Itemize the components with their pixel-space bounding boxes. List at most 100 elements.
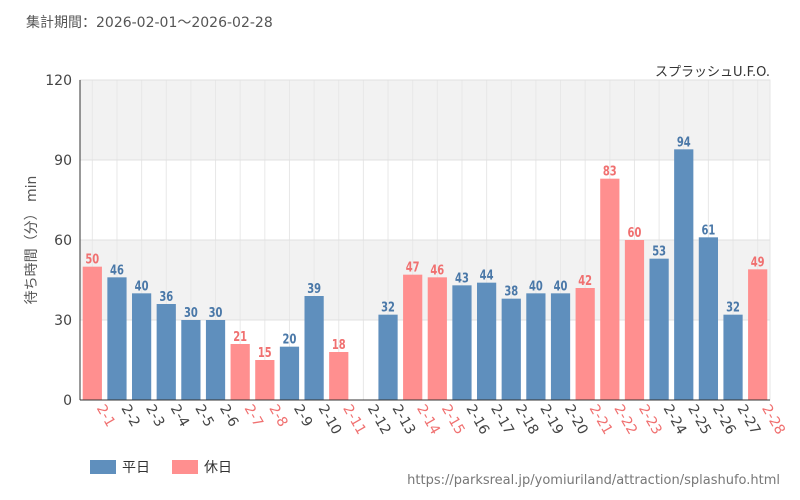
x-tick-label-2-8: 2-8 [265, 402, 290, 430]
value-label-2-27: 32 [726, 300, 740, 315]
x-tick-label-2-4: 2-4 [167, 402, 192, 430]
bar-2-27 [723, 314, 743, 400]
source-link[interactable]: https://parksreal.jp/yomiuriland/attract… [407, 473, 780, 488]
bar-2-7 [230, 344, 250, 400]
value-label-2-13: 32 [381, 300, 395, 315]
legend-label-weekday: 平日 [122, 460, 150, 476]
period-label: 集計期間： [26, 15, 96, 31]
y-tick-label: 90 [54, 153, 72, 169]
x-tick-label-2-12: 2-12 [364, 402, 394, 438]
bar-2-26 [698, 237, 719, 400]
value-label-2-21: 42 [578, 273, 592, 288]
y-tick-label: 120 [45, 73, 72, 89]
bar-2-21 [575, 288, 595, 400]
collection-period: 集計期間：2026-02-01～2026-02-28 [26, 12, 273, 32]
bar-2-13 [378, 314, 398, 400]
bar-2-24 [649, 258, 669, 400]
value-label-2-17: 44 [480, 268, 494, 283]
x-tick-label-2-3: 2-3 [142, 402, 167, 430]
x-tick-label-2-16: 2-16 [463, 402, 493, 438]
legend-label-holiday: 休日 [204, 460, 232, 476]
x-tick-label-2-18: 2-18 [512, 402, 542, 438]
y-tick-label: 0 [63, 393, 72, 409]
bar-2-9 [279, 346, 300, 400]
x-tick-label-2-27: 2-27 [734, 402, 764, 438]
legend-item-weekday: 平日 [90, 457, 150, 477]
bar-2-10 [304, 296, 324, 400]
x-tick-label-2-5: 2-5 [191, 402, 216, 430]
value-label-2-15: 46 [430, 262, 444, 277]
value-label-2-25: 94 [677, 134, 691, 149]
x-tick-label-2-20: 2-20 [561, 402, 591, 438]
value-label-2-11: 18 [332, 337, 346, 352]
x-tick-label-2-10: 2-10 [315, 402, 345, 438]
value-label-2-23: 60 [628, 225, 642, 240]
y-tick-label: 30 [54, 313, 72, 329]
grid-band [80, 80, 770, 160]
bar-2-8 [255, 360, 275, 400]
legend-swatch-holiday [172, 460, 198, 474]
x-tick-label-2-19: 2-19 [536, 402, 566, 438]
bar-2-5 [181, 320, 201, 400]
chart-title: スプラッシュU.F.O. [655, 65, 770, 80]
x-tick-label-2-7: 2-7 [241, 402, 266, 430]
bar-2-19 [526, 293, 546, 400]
bar-2-20 [550, 293, 571, 400]
x-tick-label-2-25: 2-25 [684, 402, 714, 438]
bar-2-22 [600, 178, 620, 400]
legend-swatch-weekday [90, 460, 116, 474]
y-tick-label: 60 [54, 233, 72, 249]
x-tick-label-2-15: 2-15 [438, 402, 468, 438]
bar-2-28 [748, 269, 768, 400]
value-label-2-1: 50 [85, 252, 99, 267]
value-label-2-3: 40 [135, 278, 149, 293]
bar-2-17 [476, 282, 497, 400]
legend: 平日 休日 [90, 457, 254, 477]
x-tick-label-2-23: 2-23 [635, 402, 665, 438]
bar-2-11 [329, 352, 349, 400]
x-tick-label-2-14: 2-14 [413, 402, 443, 438]
x-tick-label-2-17: 2-17 [487, 402, 517, 438]
value-label-2-24: 53 [652, 244, 666, 259]
value-label-2-7: 21 [233, 329, 247, 344]
bar-2-14 [403, 274, 423, 400]
legend-item-holiday: 休日 [172, 457, 232, 477]
x-tick-label-2-13: 2-13 [389, 402, 419, 438]
value-label-2-2: 46 [110, 262, 124, 277]
x-tick-label-2-26: 2-26 [709, 402, 739, 438]
value-label-2-16: 43 [455, 270, 469, 285]
value-label-2-20: 40 [554, 278, 568, 293]
bar-2-2 [107, 277, 127, 400]
bar-2-15 [427, 277, 447, 400]
value-label-2-18: 38 [504, 284, 518, 299]
x-tick-label-2-9: 2-9 [290, 402, 315, 430]
x-tick-label-2-6: 2-6 [216, 402, 241, 430]
bar-2-25 [674, 149, 694, 400]
value-label-2-14: 47 [406, 260, 420, 275]
value-label-2-19: 40 [529, 278, 543, 293]
bar-2-6 [205, 320, 226, 400]
x-tick-label-2-22: 2-22 [610, 402, 640, 438]
value-label-2-10: 39 [307, 281, 321, 296]
value-label-2-28: 49 [751, 254, 765, 269]
bar-2-4 [156, 304, 176, 400]
x-tick-label-2-24: 2-24 [660, 402, 690, 438]
bar-2-3 [131, 293, 152, 400]
value-label-2-26: 61 [701, 222, 715, 237]
bar-2-23 [624, 240, 645, 400]
period-range: 2026-02-01～2026-02-28 [96, 15, 273, 31]
x-tick-label-2-21: 2-21 [586, 402, 616, 438]
value-label-2-6: 30 [209, 305, 223, 320]
value-label-2-9: 20 [283, 332, 297, 347]
value-label-2-8: 15 [258, 345, 272, 360]
x-tick-label-2-28: 2-28 [758, 402, 788, 438]
value-label-2-5: 30 [184, 305, 198, 320]
y-axis-label: 待ち時間（分） min [24, 176, 40, 305]
value-label-2-4: 36 [159, 289, 173, 304]
bar-2-18 [501, 298, 521, 400]
bar-2-16 [452, 285, 472, 400]
x-tick-label-2-2: 2-2 [118, 402, 143, 430]
value-label-2-22: 83 [603, 164, 617, 179]
x-tick-label-2-1: 2-1 [93, 402, 118, 430]
